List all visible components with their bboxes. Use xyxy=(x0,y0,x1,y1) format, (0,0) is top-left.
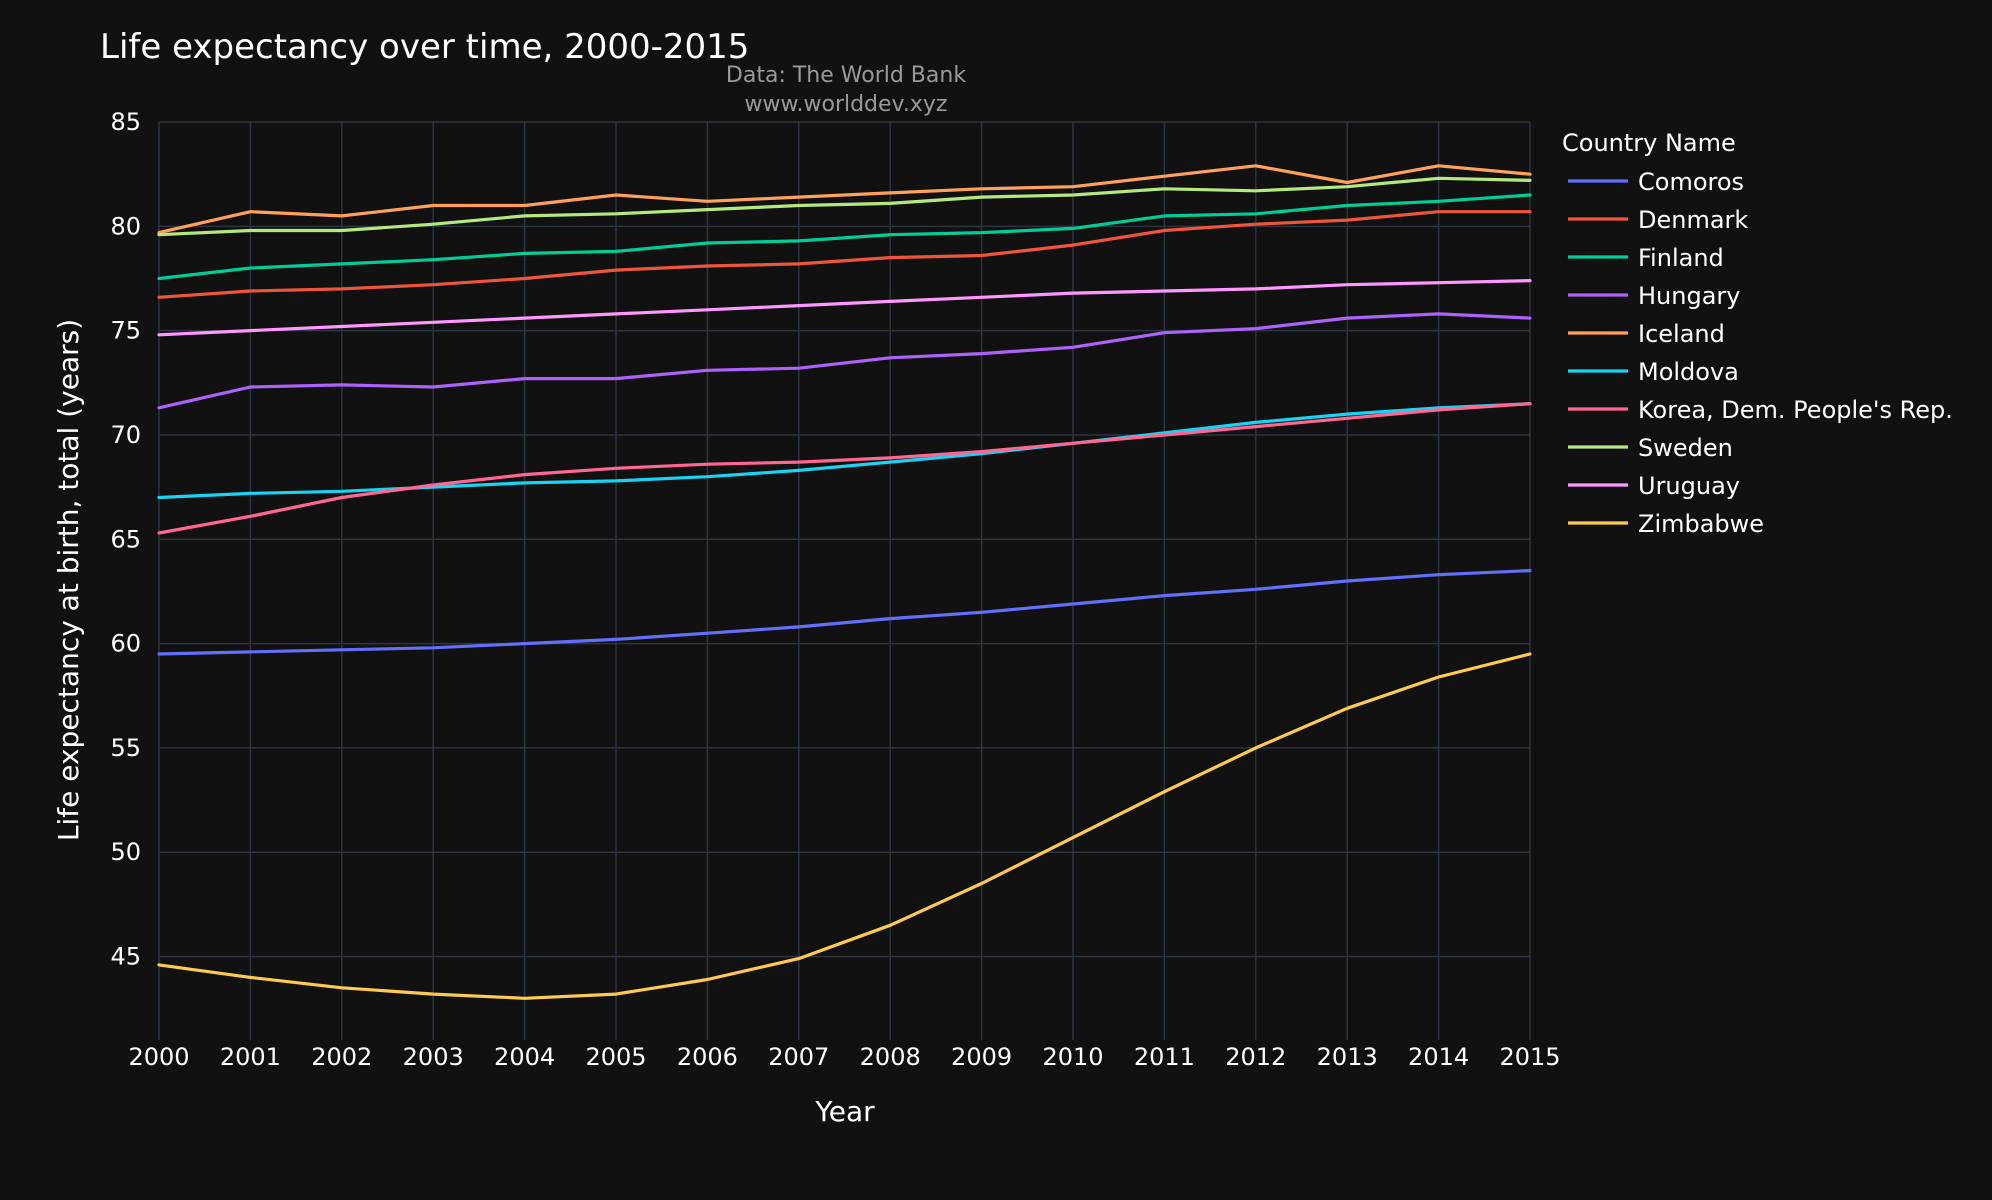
x-tick-label: 2007 xyxy=(768,1043,829,1071)
legend-item-label: Moldova xyxy=(1638,358,1739,386)
legend: Country Name Comoros Denmark Finland Hungar… xyxy=(1562,129,1953,538)
legend-item-label: Uruguay xyxy=(1638,472,1740,500)
series-line xyxy=(157,210,1532,299)
series-line xyxy=(157,652,1532,1000)
series-line xyxy=(157,568,1532,656)
legend-item-label: Sweden xyxy=(1638,434,1733,462)
legend-item-label: Finland xyxy=(1638,244,1724,272)
x-tick-label: 2000 xyxy=(128,1043,189,1071)
x-tick-label: 2014 xyxy=(1408,1043,1469,1071)
legend-item-label: Korea, Dem. People's Rep. xyxy=(1638,396,1953,424)
x-tick-label: 2009 xyxy=(951,1043,1012,1071)
legend-title: Country Name xyxy=(1562,129,1736,157)
series-lines xyxy=(157,164,1532,1000)
series-line xyxy=(157,402,1532,535)
y-tick-label: 65 xyxy=(110,525,141,553)
x-tick-label: 2004 xyxy=(494,1043,555,1071)
series-line xyxy=(157,402,1532,500)
x-tick-label: 2006 xyxy=(677,1043,738,1071)
legend-item-label: Comoros xyxy=(1638,168,1744,196)
y-tick-label: 55 xyxy=(110,734,141,762)
legend-item-label: Denmark xyxy=(1638,206,1748,234)
series-line xyxy=(157,193,1532,281)
x-tick-label: 2010 xyxy=(1042,1043,1103,1071)
legend-item-label: Iceland xyxy=(1638,320,1725,348)
y-tick-label: 50 xyxy=(110,838,141,866)
series-line xyxy=(157,312,1532,410)
y-axis-label: Life expectancy at birth, total (years) xyxy=(52,319,85,841)
x-tick-label: 2001 xyxy=(220,1043,281,1071)
y-tick-label: 70 xyxy=(110,421,141,449)
y-tick-labels: 45 50 55 60 65 70 75 80 85 xyxy=(110,108,141,971)
chart-subtitle-line-2: www.worlddev.xyz xyxy=(745,92,948,117)
y-tick-label: 75 xyxy=(110,317,141,345)
series-line xyxy=(157,176,1532,237)
x-tick-labels: 2000 2001 2002 2003 2004 2005 2006 2007 2008 2009… xyxy=(128,1043,1560,1071)
x-tick-label: 2011 xyxy=(1134,1043,1195,1071)
legend-item-label: Hungary xyxy=(1638,282,1740,310)
series-line xyxy=(157,279,1532,337)
x-axis-label: Year xyxy=(814,1095,875,1128)
x-tick-label: 2002 xyxy=(311,1043,372,1071)
legend-item-label: Zimbabwe xyxy=(1638,510,1764,538)
grid-lines xyxy=(158,121,1531,1040)
chart-title: Life expectancy over time, 2000-2015 xyxy=(100,27,749,67)
chart-subtitle-line-1: Data: The World Bank xyxy=(726,63,966,88)
x-tick-label: 2015 xyxy=(1499,1043,1560,1071)
y-tick-label: 60 xyxy=(110,630,141,658)
x-tick-label: 2003 xyxy=(403,1043,464,1071)
series-line xyxy=(157,164,1532,235)
y-tick-label: 80 xyxy=(110,212,141,240)
x-tick-label: 2013 xyxy=(1317,1043,1378,1071)
y-tick-label: 45 xyxy=(110,943,141,971)
y-tick-label: 85 xyxy=(110,108,141,136)
x-tick-label: 2005 xyxy=(585,1043,646,1071)
x-tick-label: 2012 xyxy=(1225,1043,1286,1071)
x-tick-label: 2008 xyxy=(860,1043,921,1071)
